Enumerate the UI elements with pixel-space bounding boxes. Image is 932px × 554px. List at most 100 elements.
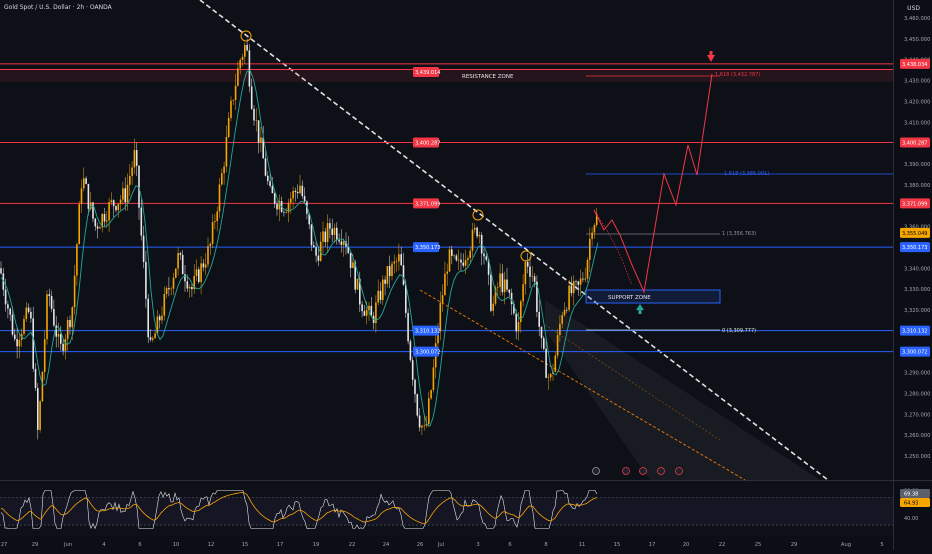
candle: [303, 187, 306, 204]
x-tick-label: Jun: [63, 542, 72, 548]
x-tick-label: 15: [614, 542, 621, 548]
candle-body: [531, 276, 534, 277]
candle: [41, 370, 44, 402]
candle-body: [163, 294, 166, 316]
candle-body: [582, 278, 584, 280]
candle-body: [421, 425, 423, 428]
candle: [241, 53, 244, 67]
candle: [501, 264, 504, 296]
candle-body: [536, 281, 538, 313]
candle-body: [407, 312, 409, 342]
candle-body: [285, 212, 287, 213]
candle-body: [377, 290, 379, 303]
candle-body: [384, 279, 386, 284]
event-icon: [592, 467, 600, 475]
candle-body: [478, 234, 481, 237]
x-tick-label: 6: [138, 542, 141, 548]
candle: [476, 226, 478, 239]
x-tick-label: 10: [173, 542, 180, 548]
candle-body: [319, 241, 322, 261]
candle-body: [154, 333, 156, 339]
candle-body: [112, 200, 115, 207]
candle: [432, 359, 435, 393]
candle: [536, 275, 538, 318]
down-arrow-marker: [707, 55, 715, 62]
y-tick-label: 3,280.000: [904, 391, 930, 397]
price-pane: [0, 0, 893, 480]
candle: [234, 73, 237, 111]
candle: [342, 238, 345, 257]
x-tick-label: 15: [242, 542, 249, 548]
candle-body: [322, 231, 324, 242]
candle-body: [338, 239, 340, 242]
candle-body: [85, 178, 87, 184]
candle: [393, 254, 396, 274]
candle-body: [299, 185, 301, 194]
candle-body: [469, 250, 471, 259]
candle: [326, 214, 329, 253]
candle-body: [87, 183, 90, 209]
axis-level-label: 3,438.034: [902, 62, 927, 68]
candle-body: [340, 241, 343, 245]
y-tick-label: 3,390.000: [904, 162, 930, 168]
left-level-box: [413, 198, 439, 209]
candle: [230, 96, 232, 122]
candle: [333, 223, 336, 243]
candle: [584, 267, 586, 283]
candle: [388, 255, 391, 289]
candle-body: [92, 202, 94, 219]
candle-body: [99, 227, 101, 229]
candle-body: [345, 241, 347, 247]
rsi-ma-line: [0, 491, 598, 525]
axis-level-box: [900, 242, 930, 253]
candle-body: [23, 318, 25, 334]
candle-body: [522, 284, 524, 302]
candle: [563, 302, 566, 317]
candle-body: [73, 275, 76, 308]
candle: [310, 224, 313, 251]
candle-body: [207, 246, 209, 265]
candle-body: [393, 261, 396, 264]
candle-body: [457, 259, 460, 261]
candle-body: [7, 304, 9, 309]
candle: [510, 288, 513, 315]
candle: [531, 265, 534, 282]
candle: [276, 200, 278, 216]
candle: [99, 225, 101, 229]
candle: [16, 327, 18, 359]
candle: [66, 316, 69, 351]
candle: [356, 278, 359, 290]
candle: [384, 275, 386, 296]
candle: [110, 192, 113, 206]
y-tick-label: 3,410.000: [904, 120, 930, 126]
candle-body: [200, 263, 202, 283]
left-level-label: 3,400.287: [415, 141, 440, 147]
candle-body: [575, 281, 577, 282]
candle: [471, 222, 474, 258]
candle-body: [356, 278, 359, 290]
candle: [377, 279, 379, 306]
candle: [175, 268, 177, 279]
candle: [142, 225, 145, 269]
candles: [0, 38, 598, 440]
channel-shade: [545, 300, 820, 480]
candle: [547, 373, 550, 390]
candle: [391, 260, 393, 281]
candle-body: [106, 220, 108, 222]
candle-body: [559, 323, 561, 336]
candle: [140, 199, 143, 241]
candle-body: [278, 201, 281, 210]
candle-body: [175, 268, 177, 278]
candle-body: [131, 167, 133, 177]
candle: [87, 183, 90, 216]
candle-body: [239, 59, 241, 69]
candle: [490, 269, 492, 313]
candle: [103, 207, 106, 227]
candle-body: [448, 249, 451, 272]
candle: [193, 264, 195, 294]
candle: [232, 99, 235, 106]
candle: [248, 44, 251, 93]
candle-body: [16, 339, 18, 347]
